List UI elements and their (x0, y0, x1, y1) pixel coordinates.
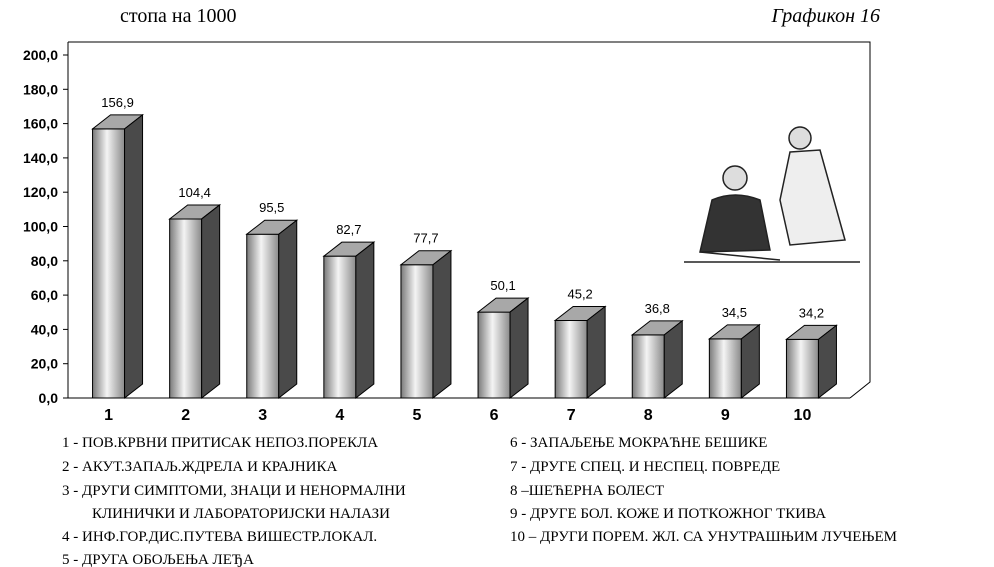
legend-entry: 4 - ИНФ.ГОР.ДИС.ПУТЕВА ВИШЕСТР.ЛОКАЛ. (62, 529, 377, 545)
value-label: 45,2 (567, 286, 592, 301)
legend-entry: 8 –ШЕЋЕРНА БОЛЕСТ (510, 483, 664, 499)
y-tick-label: 200,0 (23, 47, 58, 63)
bar-front (170, 219, 202, 398)
legend-entry: 5 - ДРУГА ОБОЉЕЊА ЛЕЂА (62, 552, 254, 567)
x-tick-label: 8 (644, 407, 653, 424)
legend-entry: КЛИНИЧКИ И ЛАБОРАТОРИЈСКИ НАЛАЗИ (92, 506, 390, 522)
y-tick-label: 20,0 (31, 356, 58, 372)
x-tick-label: 1 (104, 407, 113, 424)
bar-front (555, 320, 587, 398)
bar-side (356, 242, 374, 398)
legend-entry: 1 - ПОВ.КРВНИ ПРИТИСАК НЕПОЗ.ПОРЕКЛА (62, 435, 378, 451)
x-tick-label: 2 (181, 407, 190, 424)
y-tick-label: 100,0 (23, 219, 58, 235)
x-tick-label: 6 (490, 407, 499, 424)
chart: стопа на 1000 Графикон 16 0,0 20,0 40,0 60,… (0, 0, 994, 567)
legend-entry: 6 - ЗАПАЉЕЊЕ МОКРАЋНЕ БЕШИКЕ (510, 435, 767, 451)
value-label: 77,7 (413, 231, 438, 246)
bar-front (401, 265, 433, 398)
bar-side (202, 205, 220, 398)
unit-label: стопа на 1000 (120, 5, 237, 27)
legend-entry: 9 - ДРУГЕ БОЛ. КОЖЕ И ПОТКОЖНОГ ТКИВА (510, 506, 826, 522)
chart-label: Графикон 16 (770, 5, 880, 27)
y-tick-label: 120,0 (23, 184, 58, 200)
illustration (684, 127, 860, 262)
legend-entry: 2 - АКУТ.ЗАПАЉ.ЖДРЕЛА И КРАЈНИКА (62, 459, 337, 475)
x-tick-label: 7 (567, 407, 576, 424)
legend-entry: 10 – ДРУГИ ПОРЕМ. ЖЛ. СА УНУТРАШЊИМ ЛУЧЕ… (510, 529, 897, 545)
bar-side (664, 321, 682, 398)
bar-front (709, 339, 741, 398)
value-label: 34,5 (722, 305, 747, 320)
value-label: 50,1 (490, 278, 515, 293)
bar-side (587, 306, 605, 398)
bar-front (247, 234, 279, 398)
x-tick-label: 3 (258, 407, 267, 424)
bar-front (324, 256, 356, 398)
y-tick-label: 180,0 (23, 81, 58, 97)
bar-front (478, 312, 510, 398)
x-tick-label: 5 (412, 407, 421, 424)
value-label: 95,5 (259, 200, 284, 215)
legend-entry: 3 - ДРУГИ СИМПТОМИ, ЗНАЦИ И НЕНОРМАЛНИ (62, 483, 406, 499)
y-tick-label: 40,0 (31, 321, 58, 337)
value-label: 156,9 (101, 95, 134, 110)
y-tick-label: 140,0 (23, 150, 58, 166)
legend-entry: 7 - ДРУГЕ СПЕЦ. И НЕСПЕЦ. ПОВРЕДЕ (510, 459, 780, 475)
x-tick-label: 9 (721, 407, 730, 424)
bar-side (510, 298, 528, 398)
bar-side (279, 220, 297, 398)
bar-front (632, 335, 664, 398)
y-tick-label: 160,0 (23, 116, 58, 132)
y-tick-label: 60,0 (31, 287, 58, 303)
x-tick-label: 4 (335, 407, 344, 424)
bar-side (125, 115, 143, 398)
bar-front (93, 129, 125, 398)
bar-front (786, 339, 818, 398)
value-label: 34,2 (799, 305, 824, 320)
y-tick-label: 0,0 (39, 390, 59, 406)
value-label: 36,8 (645, 301, 670, 316)
value-label: 104,4 (178, 185, 211, 200)
y-tick-label: 80,0 (31, 253, 58, 269)
bar-side (433, 251, 451, 398)
x-tick-label: 10 (794, 407, 812, 424)
value-label: 82,7 (336, 222, 361, 237)
